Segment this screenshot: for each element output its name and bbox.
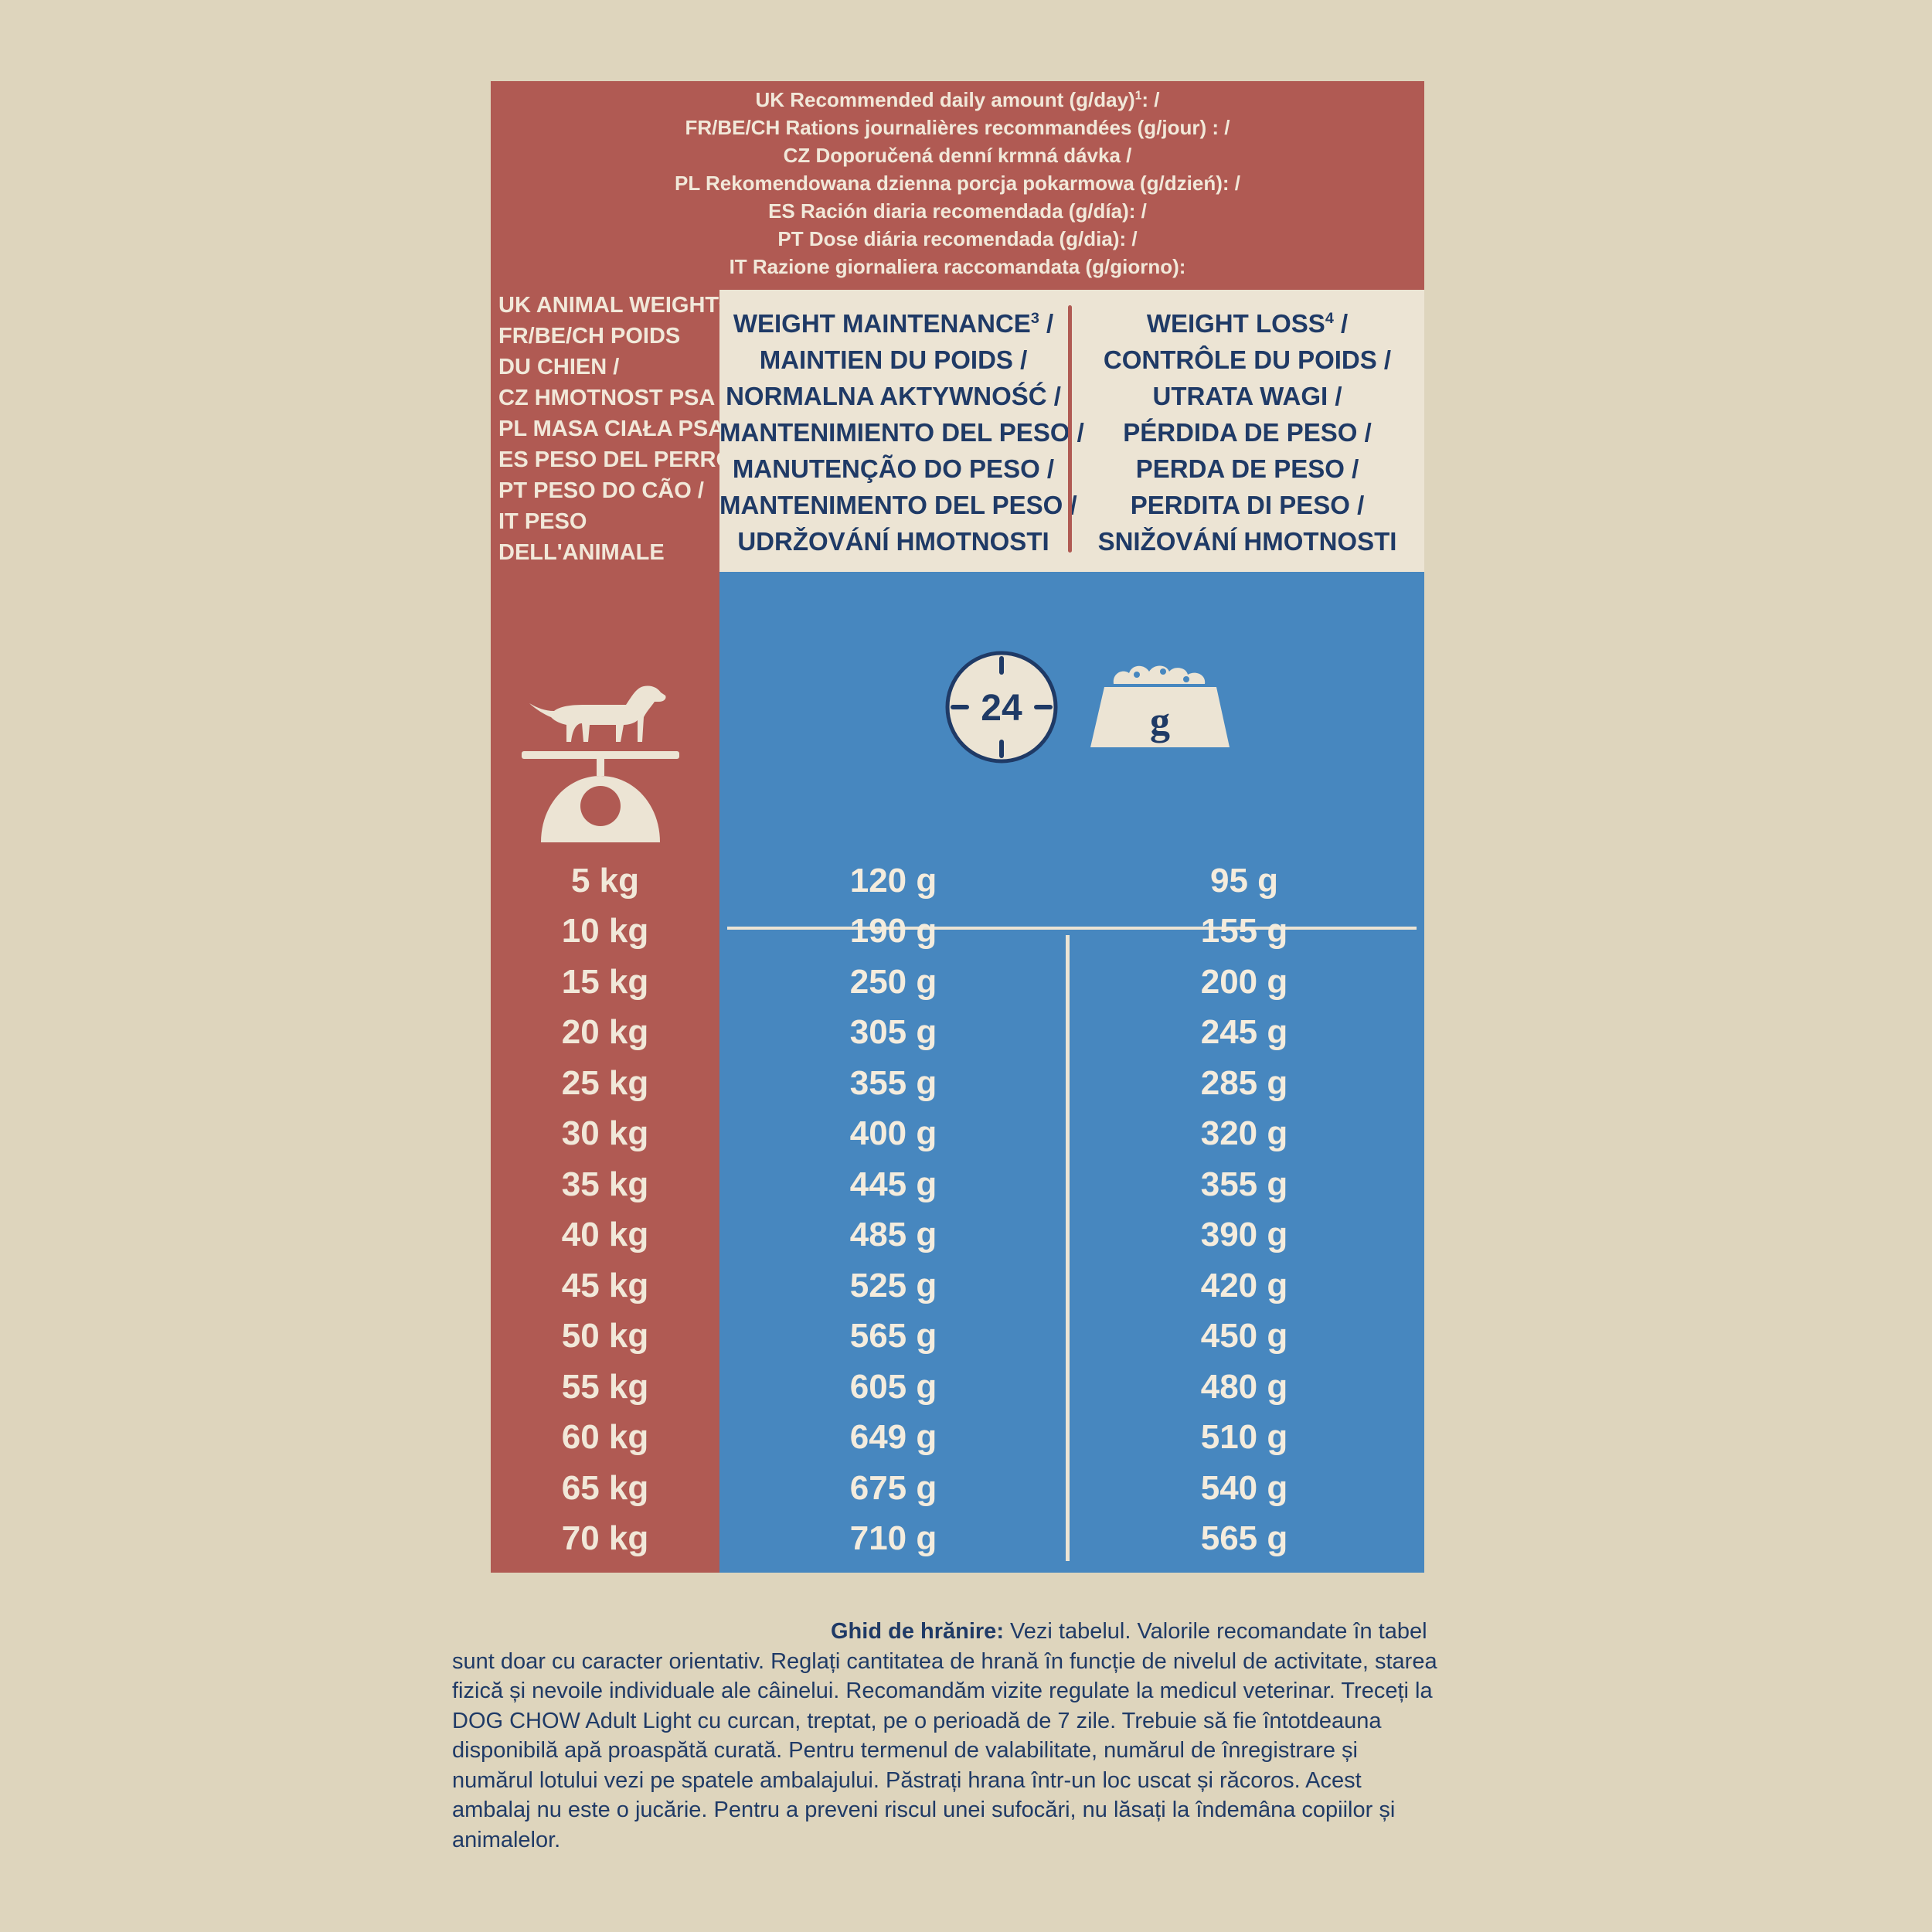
table-row: 45 kg 525 g 420 g [491,1263,1424,1309]
header-line-4: PL Rekomendowana dzienna porcja pokarmow… [675,172,1240,195]
animal-weight: 25 kg [561,1064,649,1102]
column-divider [1066,935,1070,1561]
loss-amount: 565 g [1200,1519,1288,1557]
animal-weight: 50 kg [561,1317,649,1355]
maintenance-amount: 445 g [849,1165,937,1203]
clock-label: 24 [981,688,1022,729]
header-line-6: PT Dose diária recomendada (g/dia): / [777,227,1138,250]
recommended-daily-amount-header: UK Recommended daily amount (g/day)1: / … [491,81,1424,290]
animal-weight: 45 kg [561,1267,649,1304]
loss-amount: 510 g [1200,1418,1288,1456]
loss-amount: 200 g [1200,963,1288,1001]
animal-weight: 65 kg [561,1469,649,1507]
loss-amount: 420 g [1200,1267,1288,1304]
table-row: 50 kg 565 g 450 g [491,1313,1424,1359]
animal-weight: 60 kg [561,1418,649,1456]
maintenance-amount: 525 g [849,1267,937,1304]
table-row: 10 kg 190 g 155 g [491,908,1424,954]
table-row: 25 kg 355 g 285 g [491,1060,1424,1107]
maintenance-amount: 485 g [849,1216,937,1253]
maintenance-amount: 190 g [849,912,937,950]
animal-weight: 15 kg [561,963,649,1001]
header-line-5: ES Ración diaria recomendada (g/día): / [768,199,1147,223]
maintenance-amount: 605 g [849,1368,937,1406]
dog-on-scale-icon [522,685,679,842]
animal-weight: 55 kg [561,1368,649,1406]
table-row: 20 kg 305 g 245 g [491,1009,1424,1056]
feeding-table: UK Recommended daily amount (g/day)1: / … [491,81,1424,1573]
animal-weight: 5 kg [570,862,640,900]
feeding-guide-text: Ghid de hrănire: Vezi tabelul. Valorile … [452,1619,1437,1852]
animal-weight: 20 kg [561,1013,649,1051]
portion-values-area: 24 g [719,572,1424,1573]
loss-amount: 155 g [1200,912,1288,950]
loss-amount: 390 g [1200,1216,1288,1253]
bowl-label: g [1150,699,1170,743]
clock-24h-icon: 24 [945,651,1058,764]
table-row: 15 kg 250 g 200 g [491,959,1424,1005]
animal-weight: 10 kg [561,912,649,950]
table-row: 55 kg 605 g 480 g [491,1364,1424,1410]
loss-amount: 480 g [1200,1368,1288,1406]
feeding-guide-title: Ghid de hrănire: [831,1619,1004,1644]
loss-amount: 245 g [1200,1013,1288,1051]
maintenance-amount: 649 g [849,1418,937,1456]
maintenance-amount: 120 g [849,862,937,900]
header-line-3: CZ Doporučená denní krmná dávka / [783,144,1132,167]
loss-amount: 95 g [1209,862,1279,900]
weight-loss-header: WEIGHT LOSS4 / CONTRÔLE DU POIDS / UTRAT… [1097,309,1397,556]
maintenance-amount: 400 g [849,1114,937,1152]
maintenance-amount: 710 g [849,1519,937,1557]
header-divider [1068,305,1072,553]
maintenance-amount: 250 g [849,963,937,1001]
table-row: 70 kg 710 g 565 g [491,1515,1424,1562]
table-row: 40 kg 485 g 390 g [491,1212,1424,1258]
loss-amount: 355 g [1200,1165,1288,1203]
table-row: 65 kg 675 g 540 g [491,1465,1424,1512]
loss-amount: 540 g [1200,1469,1288,1507]
loss-amount: 320 g [1200,1114,1288,1152]
maintenance-amount: 675 g [849,1469,937,1507]
animal-weight-column: UK ANIMAL WEIGHT2 / FR/BE/CH POIDS DU CH… [491,290,746,1573]
food-bowl-icon: g [1090,665,1230,747]
table-row: 30 kg 400 g 320 g [491,1111,1424,1157]
maintenance-amount: 355 g [849,1064,937,1102]
animal-weight: 70 kg [561,1519,649,1557]
maintenance-amount: 565 g [849,1317,937,1355]
animal-weight: 30 kg [561,1114,649,1152]
table-row: 35 kg 445 g 355 g [491,1162,1424,1208]
loss-amount: 450 g [1200,1317,1288,1355]
table-row: 5 kg 120 g 95 g [491,858,1424,904]
table-row: 60 kg 649 g 510 g [491,1414,1424,1461]
header-line-2: FR/BE/CH Rations journalières recommandé… [685,116,1230,139]
loss-amount: 285 g [1200,1064,1288,1102]
animal-weight: 35 kg [561,1165,649,1203]
table-top-divider [727,927,1417,930]
header-line-7: IT Razione giornaliera raccomandata (g/g… [729,255,1186,278]
column-headers: WEIGHT MAINTENANCE3 / MAINTIEN DU POIDS … [719,290,1424,572]
maintenance-amount: 305 g [849,1013,937,1051]
header-line-1: UK Recommended daily amount (g/day)1: / [755,88,1160,111]
weight-maintenance-header: WEIGHT MAINTENANCE3 / MAINTIEN DU POIDS … [719,309,1084,556]
animal-weight: 40 kg [561,1216,649,1253]
animal-weight-label: UK ANIMAL WEIGHT2 / FR/BE/CH POIDS DU CH… [498,293,747,565]
